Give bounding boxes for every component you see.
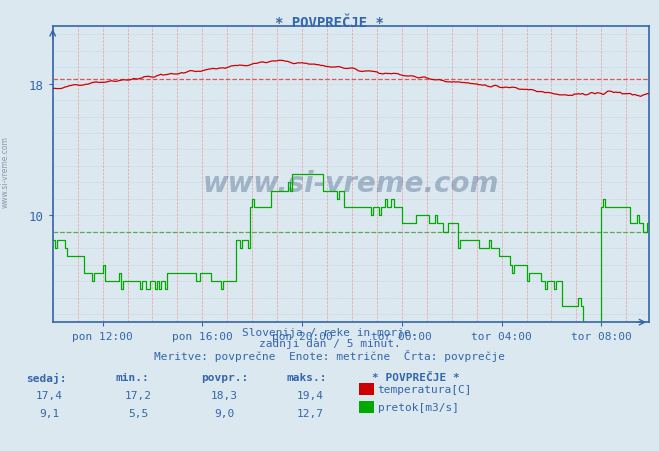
Text: 9,1: 9,1 (40, 408, 59, 418)
Text: www.si-vreme.com: www.si-vreme.com (1, 135, 10, 207)
Text: 17,2: 17,2 (125, 390, 152, 400)
Text: min.:: min.: (115, 372, 149, 382)
Text: 9,0: 9,0 (214, 408, 234, 418)
Text: www.si-vreme.com: www.si-vreme.com (203, 170, 499, 198)
Text: maks.:: maks.: (287, 372, 327, 382)
Text: 5,5: 5,5 (129, 408, 148, 418)
Text: temperatura[C]: temperatura[C] (378, 384, 472, 394)
Text: * POVPREČJE *: * POVPREČJE * (275, 16, 384, 30)
Text: 18,3: 18,3 (211, 390, 237, 400)
Text: sedaj:: sedaj: (26, 372, 67, 383)
Text: povpr.:: povpr.: (201, 372, 248, 382)
Text: 19,4: 19,4 (297, 390, 323, 400)
Text: Slovenija / reke in morje.: Slovenija / reke in morje. (242, 327, 417, 337)
Text: zadnji dan / 5 minut.: zadnji dan / 5 minut. (258, 338, 401, 348)
Text: * POVPREČJE *: * POVPREČJE * (372, 372, 460, 382)
Text: Meritve: povprečne  Enote: metrične  Črta: povprečje: Meritve: povprečne Enote: metrične Črta:… (154, 350, 505, 362)
Text: pretok[m3/s]: pretok[m3/s] (378, 402, 459, 412)
Text: 12,7: 12,7 (297, 408, 323, 418)
Text: 17,4: 17,4 (36, 390, 63, 400)
